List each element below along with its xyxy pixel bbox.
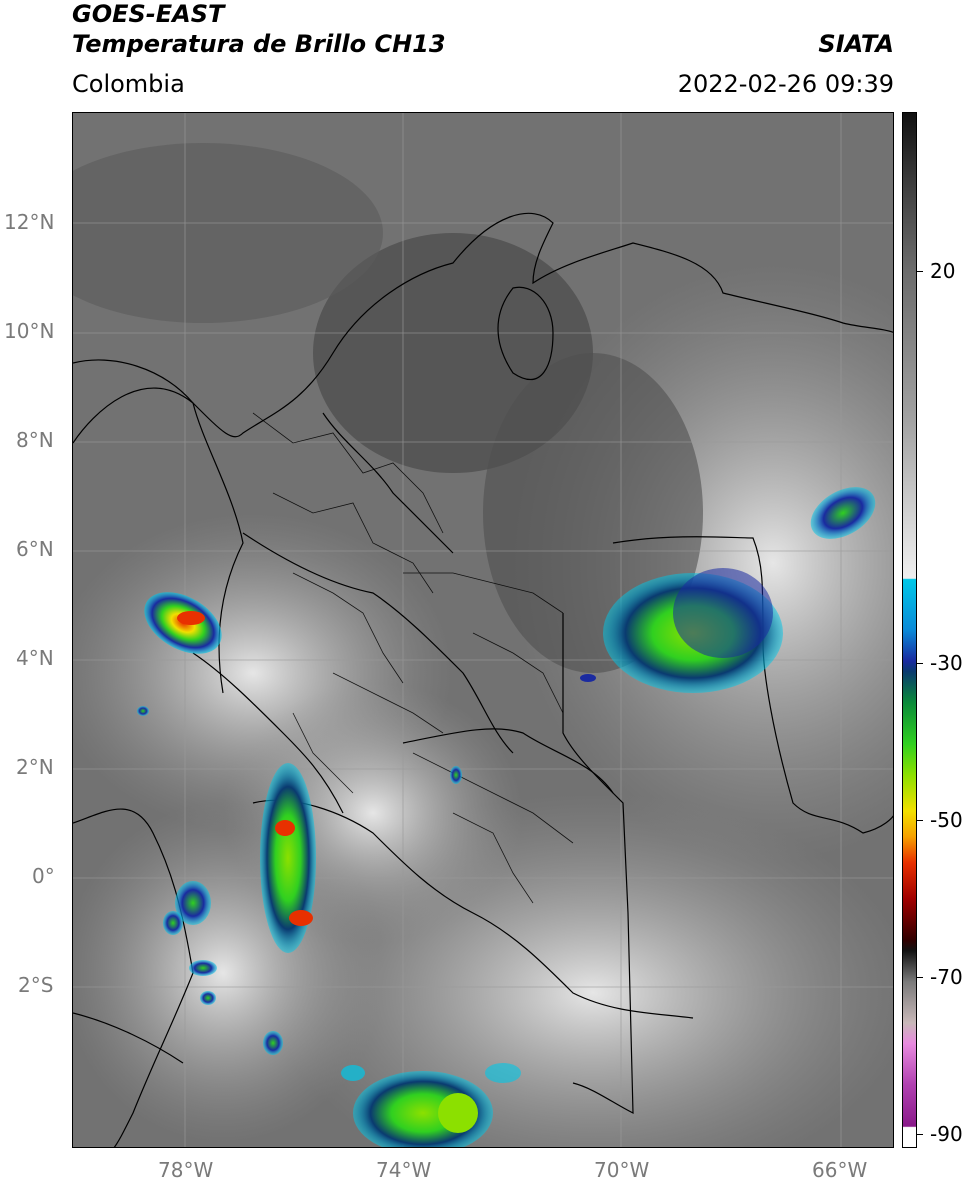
department-borders xyxy=(252,412,574,904)
clear-dark-region xyxy=(73,143,383,323)
colorbar-label: -70 xyxy=(930,965,963,989)
storm-cell xyxy=(450,766,462,784)
lat-label: 12°N xyxy=(4,210,55,234)
colorbar-label: -50 xyxy=(930,808,963,832)
colorbar-tick xyxy=(917,1134,923,1135)
storm-cell xyxy=(163,911,183,935)
colorbar-label: 20 xyxy=(930,259,956,283)
lat-label: 2°N xyxy=(16,755,54,779)
lat-label: 10°N xyxy=(4,319,55,343)
storm-cell-core xyxy=(275,820,295,836)
storm-cell xyxy=(438,1093,478,1133)
lat-label: 2°S xyxy=(18,973,54,997)
temperature-colorbar xyxy=(902,112,917,1148)
lon-label: 70°W xyxy=(594,1158,650,1182)
source-label: SIATA xyxy=(818,30,894,58)
datetime-label: 2022-02-26 09:39 xyxy=(677,70,894,98)
map-panel[interactable] xyxy=(72,112,894,1148)
storm-cell xyxy=(673,568,773,658)
storm-cell xyxy=(263,1031,283,1055)
storm-cell-core xyxy=(177,611,205,625)
storm-cell xyxy=(200,991,216,1005)
colorbar-tick xyxy=(917,663,923,664)
storm-cell xyxy=(137,706,149,716)
storm-cell xyxy=(341,1065,365,1081)
storm-cell xyxy=(810,487,876,539)
storm-cell xyxy=(189,960,217,976)
storm-cell xyxy=(580,674,596,682)
colorbar-tick xyxy=(917,820,923,821)
lat-label: 0° xyxy=(32,864,55,888)
colorbar-tick xyxy=(917,271,923,272)
lat-label: 6°N xyxy=(16,537,54,561)
lon-label: 78°W xyxy=(158,1158,214,1182)
colorbar-label: -90 xyxy=(930,1122,963,1146)
storm-cell xyxy=(485,1063,521,1083)
gridlines xyxy=(73,113,893,1147)
lat-label: 8°N xyxy=(16,428,54,452)
colorbar-tick xyxy=(917,977,923,978)
storm-cell-core xyxy=(289,910,313,926)
lon-label: 66°W xyxy=(812,1158,868,1182)
colorbar-label: -30 xyxy=(930,651,963,675)
satellite-title: GOES-EAST xyxy=(72,0,225,28)
lon-label: 74°W xyxy=(376,1158,432,1182)
region-label: Colombia xyxy=(72,70,185,98)
storm-cell xyxy=(260,763,316,953)
product-title: Temperatura de Brillo CH13 xyxy=(72,30,446,58)
storm-cell xyxy=(175,881,211,925)
satellite-map xyxy=(73,113,893,1147)
lat-label: 4°N xyxy=(16,646,54,670)
coastlines xyxy=(73,212,893,1147)
